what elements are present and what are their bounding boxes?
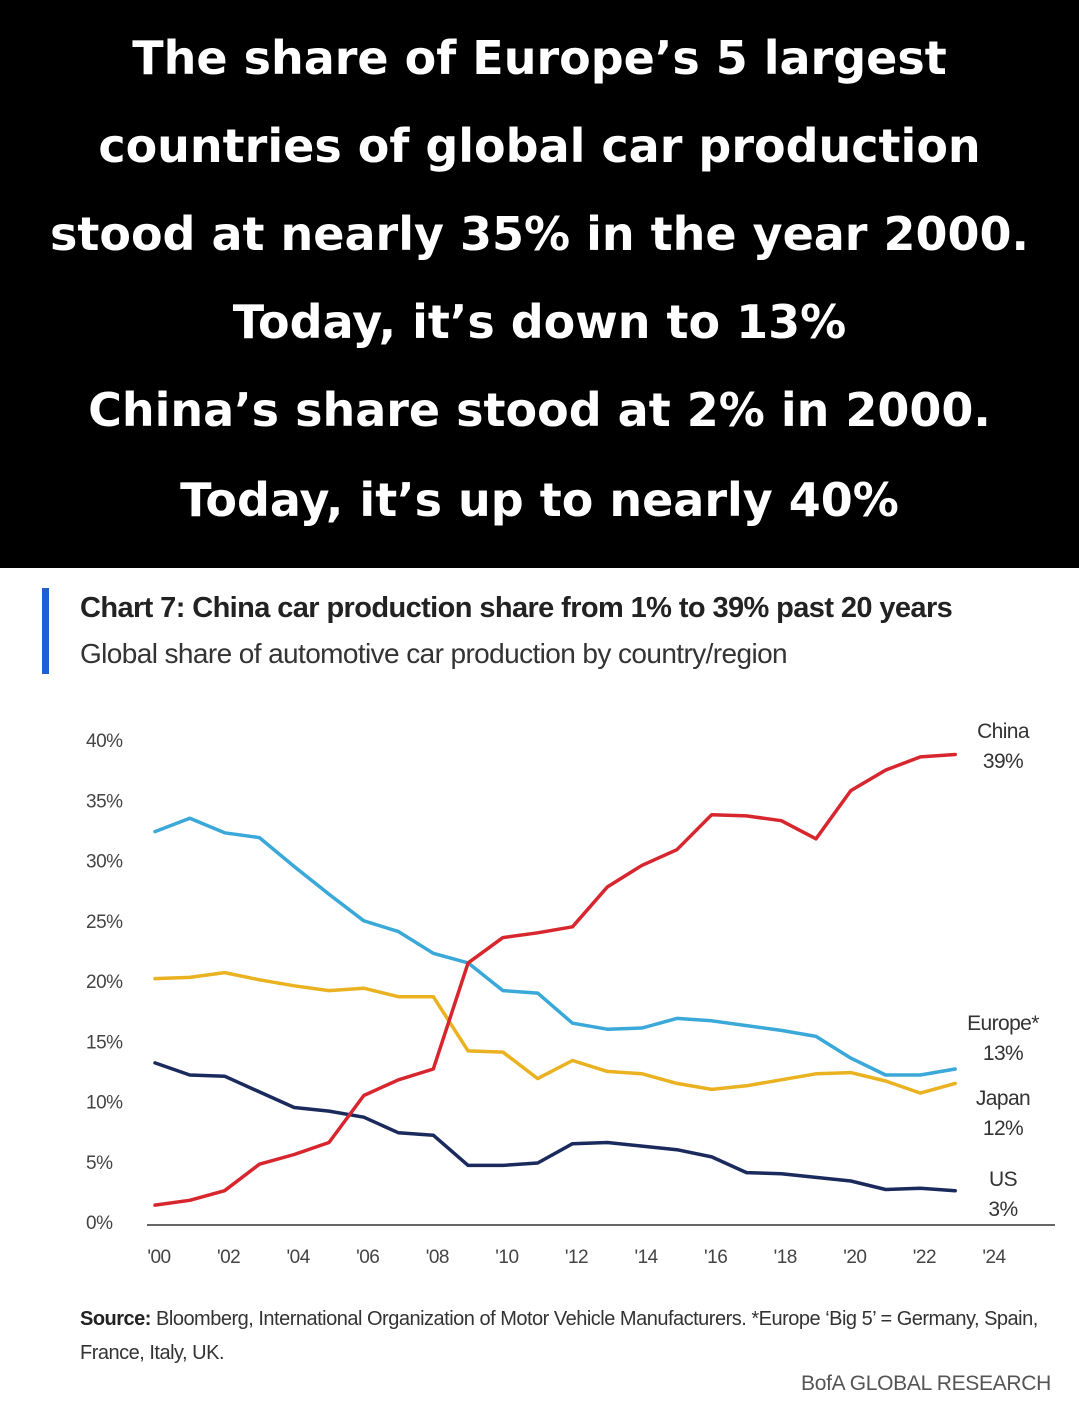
headline-line-3: stood at nearly 35% in the year 2000. [49,207,1030,261]
source-text: Bloomberg, International Organization of… [80,1308,1038,1364]
headline-banner: The share of Europe’s 5 largest countrie… [0,0,1079,568]
x-tick-label: '12 [565,1247,588,1268]
china-end-label-name: China [977,720,1030,743]
line-chart: 0%5%10%15%20%25%30%35%40% '00'02'04'06'0… [86,720,1055,1268]
series-lines [153,752,957,1207]
x-tick-label: '10 [495,1247,518,1268]
headline-line-1: The share of Europe’s 5 largest [132,31,947,85]
chart-panel [0,568,1079,1406]
headline-line-6: Today, it’s up to nearly 40% [180,473,899,527]
series-end-labels: China 39% Europe* 13% Japan 12% US 3% [967,720,1040,1221]
footer-brand: BofA GLOBAL RESEARCH [801,1372,1051,1395]
us-series-line [153,1061,957,1193]
x-axis: '00 '02 '04 '06 '08 '10 '12 '14 '16 '18 '20 '22 '24 [147,1224,1055,1268]
source-label: Source: [80,1308,151,1330]
y-tick-label: 10% [86,1093,123,1114]
chart-subtitle: Global share of automotive car productio… [80,638,788,669]
europe-end-label-name: Europe* [967,1012,1039,1035]
europe-end-label-value: 13% [983,1042,1023,1065]
x-tick-label: '18 [774,1247,797,1268]
x-tick-label: '08 [426,1247,449,1268]
title-accent-bar [42,588,49,674]
y-tick-label: 25% [86,912,123,933]
x-tick-label: '00 [147,1247,170,1268]
y-tick-label: 35% [86,791,123,812]
x-tick-label: '14 [634,1247,658,1268]
europe-series-line [153,816,957,1077]
x-tick-label: '04 [287,1247,311,1268]
us-end-label-name: US [989,1168,1018,1191]
japan-end-label-name: Japan [976,1087,1030,1110]
us-end-label-value: 3% [988,1198,1017,1221]
y-tick-label: 40% [86,731,123,752]
china-end-label-value: 39% [983,750,1023,773]
y-tick-label: 0% [86,1213,113,1234]
headline-line-5: China’s share stood at 2% in 2000. [88,383,991,437]
headline-line-2: countries of global car production [98,119,981,173]
y-axis: 0% 5% 10% 15% 20% 25% 30% 35% 40% [86,731,124,1234]
chart-title: Chart 7: China car production share from… [80,592,953,624]
x-tick-label: '16 [704,1247,727,1268]
y-tick-label: 30% [86,852,123,873]
x-tick-label: '02 [217,1247,240,1268]
x-tick-label: '20 [843,1247,866,1268]
x-tick-label: '22 [913,1247,936,1268]
china-series-line [153,752,957,1207]
y-tick-label: 5% [86,1153,113,1174]
source-note: Source: Bloomberg, International Organiz… [80,1302,1040,1370]
japan-series-line [153,970,957,1095]
japan-end-label-value: 12% [983,1117,1023,1140]
y-tick-label: 20% [86,972,123,993]
x-tick-label: '24 [982,1247,1006,1268]
x-tick-label: '06 [356,1247,379,1268]
headline-line-4: Today, it’s down to 13% [232,295,847,349]
y-tick-label: 15% [86,1032,123,1053]
